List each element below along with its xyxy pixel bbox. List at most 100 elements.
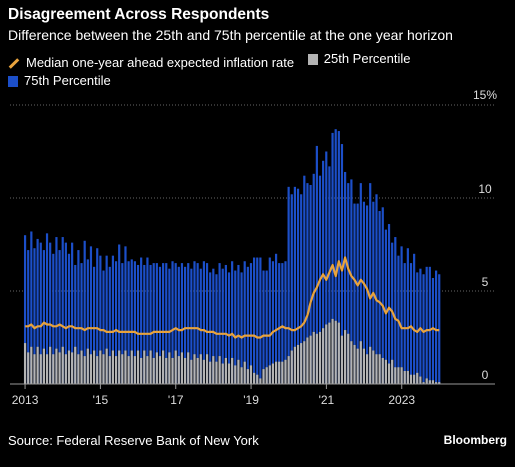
- bar-25th: [391, 359, 394, 384]
- bar-75th: [274, 253, 278, 384]
- legend-item-median: Median one-year ahead expected inflation…: [8, 54, 294, 72]
- bar-75th: [215, 274, 218, 384]
- bar-25th: [419, 376, 422, 384]
- bar-75th: [265, 270, 268, 384]
- bar-75th: [231, 261, 234, 384]
- bar-75th: [262, 270, 265, 384]
- bar-25th: [416, 372, 419, 384]
- x-tick-label: 2023: [388, 393, 415, 407]
- bar-75th: [237, 264, 240, 384]
- source-note: Source: Federal Reserve Bank of New York: [8, 433, 259, 448]
- bar-25th: [431, 380, 435, 384]
- bar-25th: [33, 354, 36, 384]
- bar-75th: [425, 266, 428, 384]
- bar-75th: [36, 238, 39, 384]
- bar-75th: [187, 263, 190, 384]
- bar-75th: [419, 268, 422, 384]
- bar-75th: [431, 277, 435, 384]
- bar-75th: [89, 246, 93, 384]
- bar-25th: [193, 354, 196, 384]
- bar-75th: [86, 259, 89, 384]
- bar-25th: [99, 350, 102, 384]
- bar-75th: [114, 261, 118, 384]
- bar-25th: [290, 350, 293, 384]
- bar-25th: [102, 354, 105, 384]
- bar-25th: [52, 354, 55, 384]
- bar-75th: [268, 257, 271, 384]
- bar-75th: [221, 268, 224, 384]
- bar-25th: [322, 328, 325, 384]
- bar-75th: [77, 250, 80, 384]
- bar-75th: [64, 242, 67, 384]
- x-tick-label: '17: [168, 393, 184, 407]
- bar-75th: [155, 263, 158, 384]
- bar-25th: [438, 382, 441, 384]
- bar-75th: [369, 183, 372, 384]
- bar-25th: [287, 356, 290, 384]
- y-tick-label: 0: [482, 368, 489, 382]
- bar-25th: [428, 380, 431, 384]
- legend-label-median: Median one-year ahead expected inflation…: [26, 55, 295, 70]
- bar-75th: [353, 203, 356, 384]
- bar-75th: [227, 272, 231, 384]
- bar-25th: [300, 343, 303, 384]
- bar-25th: [205, 354, 209, 384]
- bar-25th: [80, 350, 83, 384]
- bar-25th: [30, 346, 33, 384]
- bar-25th: [71, 352, 74, 384]
- bar-75th: [143, 264, 146, 384]
- bar-25th: [350, 341, 353, 384]
- bar-25th: [309, 335, 312, 384]
- bar-25th: [372, 350, 375, 384]
- bar-75th: [234, 270, 237, 384]
- bar-75th: [42, 250, 45, 384]
- bar-25th: [231, 357, 234, 384]
- bar-25th: [381, 357, 384, 384]
- legend-label-75th: 75th Percentile: [24, 73, 111, 88]
- bar-75th: [205, 263, 209, 384]
- bar-25th: [177, 356, 180, 384]
- bar-25th: [318, 331, 322, 384]
- bar-75th: [152, 263, 155, 384]
- bar-25th: [162, 350, 165, 384]
- bar-75th: [74, 264, 77, 384]
- bar-75th: [124, 246, 127, 384]
- bar-75th: [45, 233, 49, 384]
- bar-75th: [158, 266, 162, 384]
- bar-25th: [61, 346, 64, 384]
- bar-75th: [246, 266, 249, 384]
- bar-25th: [303, 341, 306, 384]
- bar-25th: [253, 372, 256, 384]
- bar-25th: [397, 367, 400, 384]
- bar-75th: [49, 242, 52, 384]
- bloomberg-logo: Bloomberg: [443, 433, 507, 447]
- bar-75th: [306, 183, 309, 384]
- bar-75th: [99, 255, 102, 384]
- bar-25th: [108, 356, 111, 384]
- bar-75th: [347, 183, 350, 384]
- bar-75th: [168, 268, 171, 384]
- bar-75th: [253, 257, 256, 384]
- bar-25th: [234, 365, 237, 384]
- bar-75th: [102, 270, 105, 384]
- y-tick-label: 5: [482, 275, 489, 289]
- bar-25th: [127, 356, 130, 384]
- bar-75th: [165, 263, 168, 384]
- bar-75th: [278, 263, 281, 384]
- legend: Median one-year ahead expected inflation…: [8, 50, 503, 92]
- bar-75th: [290, 194, 293, 384]
- bar-75th: [177, 266, 180, 384]
- x-tick-label: '15: [93, 393, 109, 407]
- bar-75th: [356, 203, 359, 384]
- bar-25th: [315, 333, 318, 384]
- bar-75th: [121, 263, 124, 384]
- bar-25th: [152, 357, 155, 384]
- bar-25th: [328, 322, 331, 384]
- bar-75th: [340, 144, 344, 384]
- bar-75th: [359, 183, 362, 384]
- bar-75th: [281, 263, 284, 384]
- bar-25th: [240, 367, 243, 384]
- bar-25th: [143, 350, 146, 384]
- chart-subtitle: Difference between the 25th and 75th per…: [8, 27, 453, 43]
- bar-75th: [193, 261, 196, 384]
